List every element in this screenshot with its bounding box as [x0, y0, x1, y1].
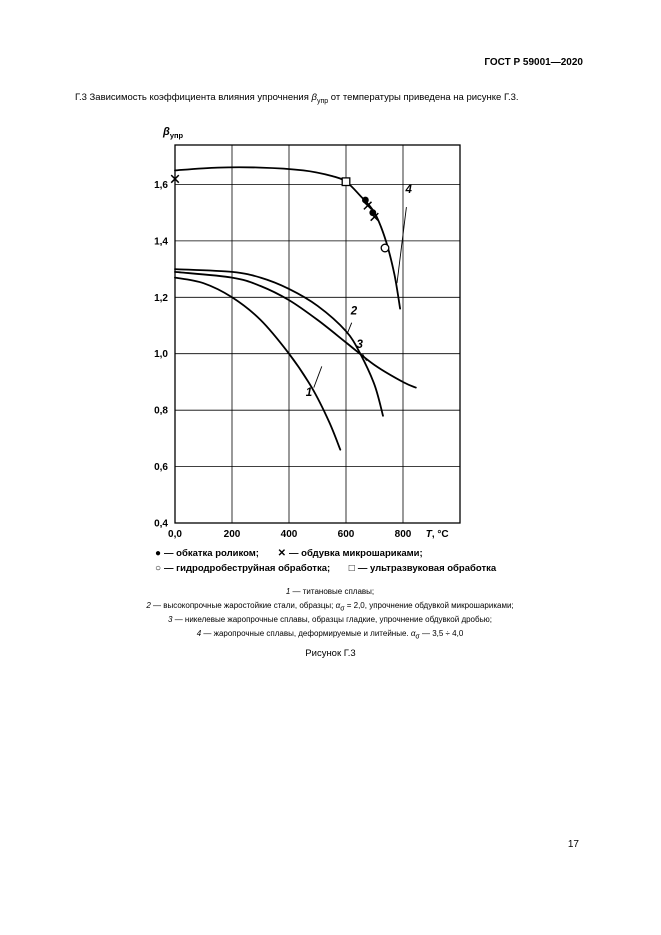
- legend-row-2: ○ — гидродробеструйная обработка; □ — ульт…: [155, 561, 525, 576]
- svg-text:1,6: 1,6: [154, 180, 168, 191]
- svg-text:200: 200: [224, 529, 241, 540]
- svg-text:2: 2: [350, 305, 358, 317]
- beta-subscript: упр: [316, 97, 329, 105]
- figure-note-4: 4 — жаропрочные сплавы, деформируемые и …: [80, 629, 580, 643]
- note-text: — высокопрочные жаростойкие стали, образ…: [150, 601, 336, 611]
- legend-row-1: ● — обкатка роликом; ✕ — обдувка микрошари…: [155, 546, 525, 561]
- svg-text:600: 600: [338, 529, 355, 540]
- svg-text:0,4: 0,4: [154, 519, 168, 530]
- svg-text:T, °C: T, °C: [426, 529, 449, 540]
- figure-caption: Рисунок Г.3: [305, 648, 356, 659]
- svg-text:1,4: 1,4: [154, 236, 168, 247]
- legend-item-microshot: ✕ — обдувка микрошариками;: [278, 546, 423, 561]
- legend-label: — обдувка микрошариками;: [289, 548, 423, 559]
- svg-text:0,0: 0,0: [168, 529, 182, 540]
- legend-item-ultrasonic: □ — ультразвуковая обработка: [349, 561, 496, 576]
- note-number: 2: [146, 601, 151, 611]
- open-square-marker-icon: □: [348, 563, 355, 574]
- legend-label: — ультразвуковая обработка: [357, 563, 497, 574]
- alpha-subscript: σ: [415, 633, 420, 641]
- svg-text:800: 800: [395, 529, 412, 540]
- paragraph-text: Г.3 Зависимость коэффициента влияния упр…: [75, 92, 312, 103]
- figure-notes: 1 — титановые сплавы; 2 — высокопрочные …: [80, 587, 580, 643]
- open-circle-marker-icon: ○: [155, 563, 162, 574]
- note-text-cont: — 3,5 ÷ 4,0: [419, 629, 464, 639]
- svg-text:1,0: 1,0: [154, 349, 168, 360]
- legend-label: — обкатка роликом;: [164, 548, 259, 559]
- svg-text:0,8: 0,8: [154, 406, 168, 417]
- note-text-cont: = 2,0, упрочнение обдувкой микрошариками…: [344, 601, 514, 611]
- alpha-symbol: α: [335, 601, 341, 611]
- svg-text:βупр: βупр: [162, 126, 184, 140]
- figure-note-2: 2 — высокопрочные жаростойкие стали, обр…: [80, 601, 580, 615]
- intro-paragraph: Г.3 Зависимость коэффициента влияния упр…: [75, 92, 600, 108]
- note-text: — жаропрочные сплавы, деформируемые и ли…: [201, 629, 411, 639]
- figure-note-1: 1 — титановые сплавы;: [80, 587, 580, 601]
- note-number: 1: [285, 587, 291, 596]
- svg-text:400: 400: [281, 529, 298, 540]
- line-chart-canvas: 1 2 3 4 1,6 1,4 1,2 1,0 0,8 0,6 0,40,0 200 400 600 800…: [154, 126, 461, 540]
- svg-text:4: 4: [404, 184, 412, 196]
- svg-text:1: 1: [306, 387, 312, 399]
- note-number: 3: [168, 615, 173, 625]
- alpha-symbol: α: [410, 629, 416, 639]
- chart-legend: ● — обкатка роликом; ✕ — обдувка микрошари…: [155, 546, 525, 576]
- filled-dot-marker-icon: ●: [155, 548, 162, 559]
- figure-g3-chart: 1 2 3 4 1,6 1,4 1,2 1,0 0,8 0,6 0,4 0,0 200 400 600 800…: [131, 115, 471, 547]
- legend-item-hydroshot: ○ — гидродробеструйная обработка;: [155, 561, 330, 576]
- alpha-subscript: σ: [340, 605, 345, 613]
- svg-text:3: 3: [356, 339, 363, 351]
- document-header-title: ГОСТ Р 59001—2020: [484, 57, 583, 68]
- paragraph-text-cont: от температуры приведена на рисунке Г.3.: [328, 92, 519, 103]
- legend-label: — гидродробеструйная обработка;: [164, 563, 331, 574]
- note-text: — никелевые жаропрочные сплавы, образцы …: [172, 615, 492, 625]
- note-number: 4: [196, 629, 202, 639]
- svg-text:0,6: 0,6: [154, 462, 168, 473]
- legend-item-roller: ● — обкатка роликом;: [155, 546, 259, 561]
- x-marker-icon: ✕: [277, 548, 286, 559]
- svg-text:1,2: 1,2: [154, 293, 168, 304]
- note-text: — титановые сплавы;: [290, 587, 375, 596]
- figure-note-3: 3 — никелевые жаропрочные сплавы, образц…: [80, 615, 580, 629]
- beta-symbol: β: [311, 92, 317, 103]
- page-number: 17: [567, 839, 579, 850]
